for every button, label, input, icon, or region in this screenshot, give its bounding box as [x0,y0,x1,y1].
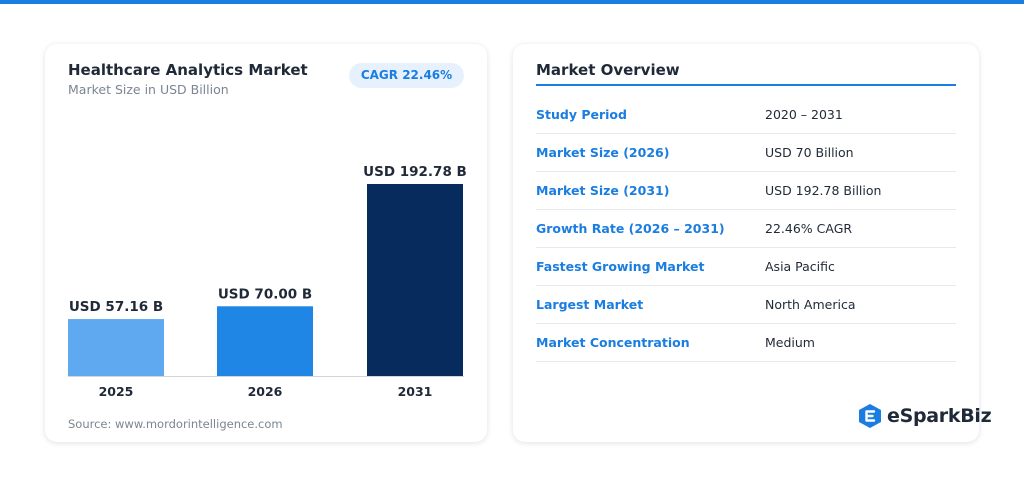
brand-logo: eSparkBiz [857,401,992,431]
overview-label: Market Size (2026) [536,145,670,160]
bar [367,184,463,376]
bar [68,319,164,376]
x-tick-label: 2025 [99,384,134,399]
market-overview-card: Market Overview Study Period 2020 – 2031… [513,44,992,442]
bar [217,306,313,376]
overview-label: Largest Market [536,297,644,312]
overview-value: USD 70 Billion [765,145,854,160]
bar-chart: USD 57.16 B 2025 USD 70.00 B 2026 USD 192.78… [68,164,467,399]
overview-value: 22.46% CAGR [765,221,853,236]
overview-label: Fastest Growing Market [536,259,705,274]
overview-value: 2020 – 2031 [765,107,843,122]
chart-title: Healthcare Analytics Market [68,61,308,79]
chart-card: Healthcare Analytics Market Market Size … [45,44,487,442]
bar-value-label: USD 57.16 B [69,299,163,315]
overview-row: Market Size (2026) USD 70 Billion [536,134,956,172]
overview-row: Market Concentration Medium [536,324,956,362]
overview-row: Largest Market North America [536,286,956,324]
overview-value: Medium [765,335,815,350]
overview-table: Study Period 2020 – 2031 Market Size (20… [536,96,956,362]
overview-row: Study Period 2020 – 2031 [536,96,956,134]
bar-value-label: USD 192.78 B [363,164,467,180]
overview-label: Market Concentration [536,335,690,350]
overview-row: Growth Rate (2026 – 2031) 22.46% CAGR [536,210,956,248]
overview-row: Market Size (2031) USD 192.78 Billion [536,172,956,210]
overview-label: Study Period [536,107,627,122]
chart-subtitle: Market Size in USD Billion [68,82,229,97]
overview-row: Fastest Growing Market Asia Pacific [536,248,956,286]
overview-value: Asia Pacific [765,259,835,274]
source-note: Source: www.mordorintelligence.com [68,417,283,431]
cagr-badge: CAGR 22.46% [349,63,464,88]
overview-label: Growth Rate (2026 – 2031) [536,221,725,236]
brand-name: eSparkBiz [887,405,992,427]
x-tick-label: 2026 [248,384,283,399]
overview-title: Market Overview [536,61,680,79]
espark-logo-icon [859,404,881,428]
bar-value-label: USD 70.00 B [218,286,312,302]
overview-divider [536,84,956,86]
overview-value: North America [765,297,856,312]
overview-value: USD 192.78 Billion [765,183,882,198]
overview-label: Market Size (2031) [536,183,670,198]
top-accent-bar [0,0,1024,4]
x-tick-label: 2031 [398,384,433,399]
